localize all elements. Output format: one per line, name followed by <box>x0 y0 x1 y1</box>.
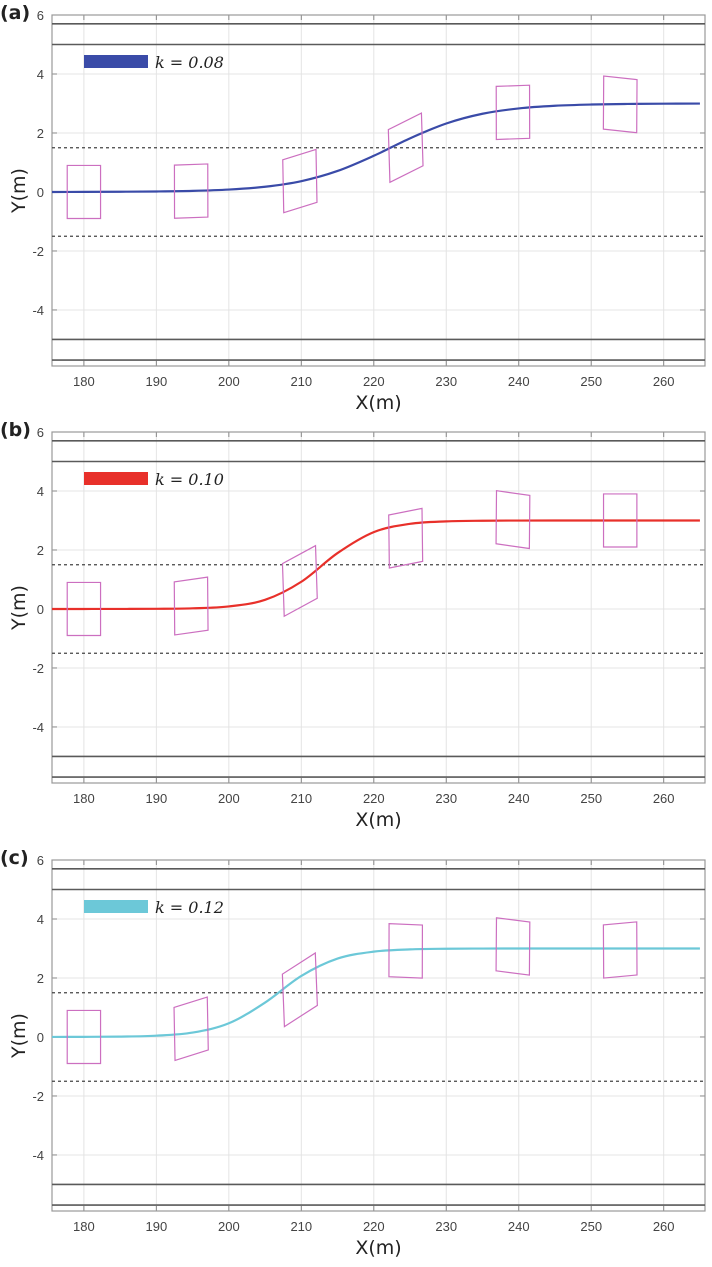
x-tick-label: 250 <box>580 374 602 389</box>
vehicle-outline <box>282 148 318 214</box>
x-tick-label: 180 <box>73 374 95 389</box>
y-axis-label: Y(m) <box>8 168 30 214</box>
x-tick-label: 250 <box>580 791 602 806</box>
axes-box <box>51 431 706 784</box>
y-tick-label: 2 <box>37 543 44 558</box>
panel-label: (b) <box>0 419 31 441</box>
vehicle-outline <box>602 921 638 979</box>
vehicle-outline <box>495 84 531 141</box>
y-tick-label: 2 <box>37 126 44 141</box>
vehicle-outline <box>281 951 318 1028</box>
trajectory-line <box>52 519 700 611</box>
y-tick-label: 4 <box>37 67 44 82</box>
legend-label: k = 0.08 <box>155 53 224 72</box>
x-tick-label: 220 <box>363 1219 385 1234</box>
panel-b: 180 190 200 210 220 230 240 250 260 -4 -2 0 2 4 6 k = 0… <box>0 419 706 831</box>
x-tick-label: 250 <box>580 1219 602 1234</box>
y-tick-label: 0 <box>37 185 44 200</box>
x-tick-label: 190 <box>146 1219 168 1234</box>
y-tick-label: 2 <box>37 971 44 986</box>
vehicle-outline <box>602 75 638 134</box>
y-tick-label: 4 <box>37 912 44 927</box>
y-tick-label: 4 <box>37 484 44 499</box>
y-tick-label: -4 <box>32 303 44 318</box>
vehicle-outline <box>66 1009 102 1065</box>
legend-swatch <box>84 472 148 485</box>
vehicle-outline <box>173 576 209 636</box>
y-tick-label: -4 <box>32 1148 44 1163</box>
x-tick-label: 260 <box>653 1219 675 1234</box>
axes-box <box>51 859 706 1212</box>
x-tick-label: 260 <box>653 374 675 389</box>
panel-a: 180 190 200 210 220 230 240 250 260 -4 -2 0 2 4 6 k = 0… <box>0 2 706 414</box>
trajectory-line <box>52 947 700 1039</box>
x-tick-label: 230 <box>435 1219 457 1234</box>
vehicle-outline <box>388 507 424 569</box>
y-tick-label: -2 <box>32 1089 44 1104</box>
x-tick-label: 210 <box>290 1219 312 1234</box>
vehicle-outline <box>66 164 102 220</box>
x-tick-label: 180 <box>73 1219 95 1234</box>
x-tick-label: 200 <box>218 374 240 389</box>
y-axis-label: Y(m) <box>8 585 30 631</box>
x-tick-label: 260 <box>653 791 675 806</box>
y-tick-label: 6 <box>37 8 44 23</box>
x-tick-label: 230 <box>435 374 457 389</box>
panel-label: (a) <box>0 2 30 24</box>
y-axis-label: Y(m) <box>8 1013 30 1059</box>
x-tick-label: 240 <box>508 374 530 389</box>
x-tick-label: 240 <box>508 1219 530 1234</box>
panel-c: 180 190 200 210 220 230 240 250 260 -4 -2 0 2 4 6 k = 0… <box>0 847 706 1259</box>
y-tick-label: 0 <box>37 602 44 617</box>
vehicle-outline <box>495 917 531 976</box>
x-tick-label: 220 <box>363 374 385 389</box>
x-tick-label: 220 <box>363 791 385 806</box>
legend-label: k = 0.12 <box>155 898 224 917</box>
trajectory-line <box>52 102 700 194</box>
x-tick-label: 200 <box>218 1219 240 1234</box>
vehicle-outline <box>173 996 209 1062</box>
legend-label: k = 0.10 <box>155 470 224 489</box>
x-tick-label: 180 <box>73 791 95 806</box>
x-tick-label: 210 <box>290 374 312 389</box>
y-tick-label: 0 <box>37 1030 44 1045</box>
legend-swatch <box>84 55 148 68</box>
panel-label: (c) <box>0 847 29 869</box>
legend-swatch <box>84 900 148 913</box>
plot-area <box>52 440 705 778</box>
vehicle-outline <box>495 490 531 550</box>
x-tick-label: 240 <box>508 791 530 806</box>
plot-area <box>52 868 705 1206</box>
vehicle-outline <box>388 922 424 979</box>
y-tick-label: -2 <box>32 661 44 676</box>
y-tick-label: 6 <box>37 853 44 868</box>
y-tick-label: -4 <box>32 720 44 735</box>
vehicle-outline <box>173 163 209 219</box>
x-tick-label: 210 <box>290 791 312 806</box>
vehicle-outline <box>281 544 318 618</box>
axes-box <box>51 14 706 367</box>
x-tick-label: 190 <box>146 374 168 389</box>
x-axis-label: X(m) <box>355 392 401 414</box>
plot-area <box>52 23 705 361</box>
x-tick-label: 190 <box>146 791 168 806</box>
x-axis-label: X(m) <box>355 1237 401 1259</box>
vehicle-outline <box>387 112 424 184</box>
x-axis-label: X(m) <box>355 809 401 831</box>
vehicle-outline <box>66 581 102 637</box>
y-tick-label: -2 <box>32 244 44 259</box>
x-tick-label: 230 <box>435 791 457 806</box>
x-tick-label: 200 <box>218 791 240 806</box>
y-tick-label: 6 <box>37 425 44 440</box>
vehicle-outline <box>602 493 638 548</box>
